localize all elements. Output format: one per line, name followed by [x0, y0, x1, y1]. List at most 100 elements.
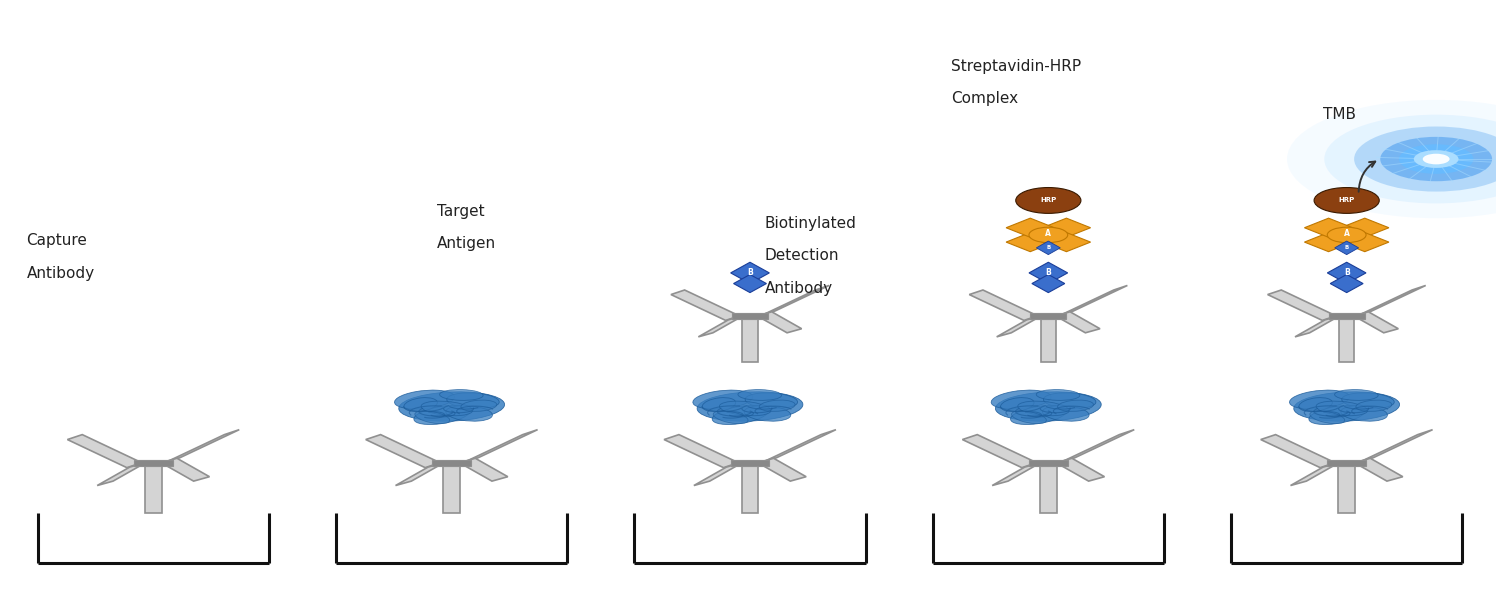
Polygon shape — [459, 458, 509, 481]
Bar — [444, 463, 460, 513]
Ellipse shape — [746, 393, 798, 409]
Ellipse shape — [1335, 389, 1378, 400]
Bar — [432, 460, 471, 466]
Polygon shape — [699, 316, 742, 337]
Polygon shape — [1294, 316, 1340, 337]
Ellipse shape — [1011, 406, 1066, 425]
Polygon shape — [996, 316, 1041, 337]
Polygon shape — [670, 290, 740, 320]
Ellipse shape — [1058, 400, 1094, 412]
Polygon shape — [366, 434, 440, 467]
Circle shape — [1029, 227, 1068, 242]
Text: TMB: TMB — [1323, 107, 1356, 122]
Ellipse shape — [399, 392, 504, 421]
Polygon shape — [1354, 458, 1402, 481]
Ellipse shape — [1356, 400, 1392, 412]
Circle shape — [1287, 100, 1500, 218]
Ellipse shape — [1299, 398, 1332, 412]
Ellipse shape — [1000, 398, 1033, 412]
Text: Antibody: Antibody — [765, 281, 832, 296]
Ellipse shape — [996, 392, 1101, 421]
Polygon shape — [992, 463, 1041, 485]
Ellipse shape — [1310, 411, 1344, 424]
Ellipse shape — [1290, 390, 1350, 409]
Text: Biotinylated: Biotinylated — [765, 215, 856, 230]
Ellipse shape — [1042, 406, 1089, 421]
Circle shape — [1400, 144, 1473, 174]
Circle shape — [1354, 127, 1500, 191]
Polygon shape — [694, 463, 742, 485]
Circle shape — [1328, 227, 1366, 242]
Polygon shape — [98, 463, 146, 485]
Text: B: B — [747, 268, 753, 277]
Ellipse shape — [422, 401, 472, 416]
Text: B: B — [1344, 245, 1348, 250]
Polygon shape — [1029, 262, 1068, 284]
Polygon shape — [1056, 458, 1104, 481]
Polygon shape — [396, 463, 444, 485]
Bar — [1338, 463, 1354, 513]
Text: A: A — [1046, 229, 1052, 238]
Polygon shape — [464, 430, 537, 463]
Bar — [742, 316, 758, 362]
Bar — [134, 460, 172, 466]
Ellipse shape — [416, 411, 450, 424]
Polygon shape — [1358, 286, 1425, 316]
Ellipse shape — [447, 393, 500, 409]
Text: Streptavidin-HRP: Streptavidin-HRP — [951, 59, 1082, 74]
Ellipse shape — [404, 398, 438, 412]
Polygon shape — [1060, 430, 1134, 463]
Polygon shape — [1268, 290, 1336, 320]
Polygon shape — [1305, 218, 1389, 251]
Ellipse shape — [460, 400, 496, 412]
Ellipse shape — [446, 406, 492, 421]
Polygon shape — [1305, 218, 1389, 251]
Ellipse shape — [738, 389, 782, 400]
Polygon shape — [730, 262, 770, 284]
Ellipse shape — [759, 400, 795, 412]
Bar — [732, 313, 768, 319]
Text: Detection: Detection — [765, 248, 840, 263]
Ellipse shape — [1310, 406, 1365, 425]
Polygon shape — [1335, 241, 1359, 254]
Ellipse shape — [698, 392, 802, 421]
Text: B: B — [1046, 268, 1052, 277]
Polygon shape — [1007, 218, 1090, 251]
Ellipse shape — [992, 390, 1052, 409]
Ellipse shape — [720, 401, 771, 416]
Polygon shape — [1056, 312, 1100, 333]
Polygon shape — [1260, 434, 1335, 467]
Text: HRP: HRP — [1338, 197, 1354, 203]
Polygon shape — [1330, 274, 1364, 293]
Polygon shape — [1290, 463, 1340, 485]
Circle shape — [1324, 115, 1500, 203]
Text: B: B — [1344, 268, 1350, 277]
Polygon shape — [68, 434, 141, 467]
Ellipse shape — [702, 398, 735, 412]
Polygon shape — [165, 430, 240, 463]
Ellipse shape — [744, 406, 790, 421]
Polygon shape — [969, 290, 1038, 320]
Text: B: B — [1046, 245, 1050, 250]
Ellipse shape — [1341, 406, 1388, 421]
Polygon shape — [762, 430, 836, 463]
Polygon shape — [160, 458, 210, 481]
Polygon shape — [1059, 286, 1128, 316]
Circle shape — [1422, 154, 1449, 164]
Text: Antibody: Antibody — [27, 266, 94, 281]
Bar — [1040, 463, 1056, 513]
Bar — [742, 463, 758, 513]
Polygon shape — [664, 434, 738, 467]
Bar — [1329, 313, 1365, 319]
Ellipse shape — [1036, 389, 1080, 400]
Polygon shape — [734, 274, 766, 293]
Polygon shape — [760, 286, 830, 316]
Text: HRP: HRP — [1040, 197, 1056, 203]
Bar — [146, 463, 162, 513]
Ellipse shape — [1019, 401, 1070, 416]
Ellipse shape — [414, 406, 470, 425]
Circle shape — [1380, 137, 1492, 181]
Ellipse shape — [1316, 401, 1368, 416]
Polygon shape — [1328, 262, 1366, 284]
Ellipse shape — [1342, 393, 1394, 409]
